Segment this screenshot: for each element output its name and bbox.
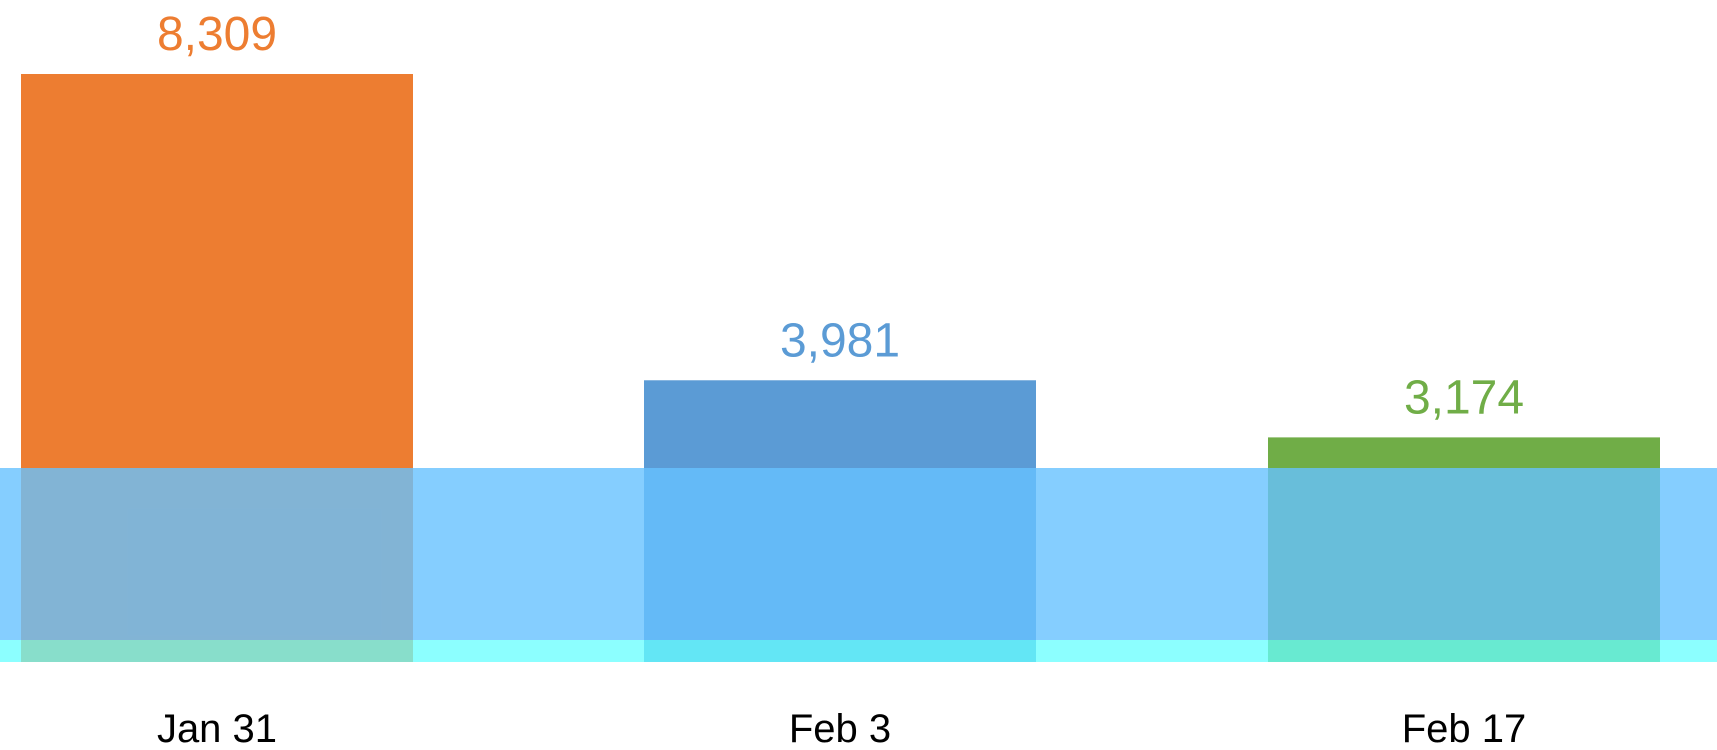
category-labels-group: Jan 31 Feb 3 Feb 17 xyxy=(157,707,1526,750)
value-label-feb-3: 3,981 xyxy=(780,314,900,367)
value-label-jan-31: 8,309 xyxy=(157,8,277,61)
value-labels-group: 8,309 3,981 3,174 xyxy=(157,8,1524,424)
category-label-jan-31: Jan 31 xyxy=(157,707,277,750)
overlay-band-rect xyxy=(0,468,1717,640)
overlay-band xyxy=(0,468,1717,662)
overlay-strip-rect xyxy=(0,640,1717,662)
category-label-feb-17: Feb 17 xyxy=(1402,707,1527,750)
category-label-feb-3: Feb 3 xyxy=(789,707,891,750)
value-label-feb-17: 3,174 xyxy=(1404,371,1524,424)
